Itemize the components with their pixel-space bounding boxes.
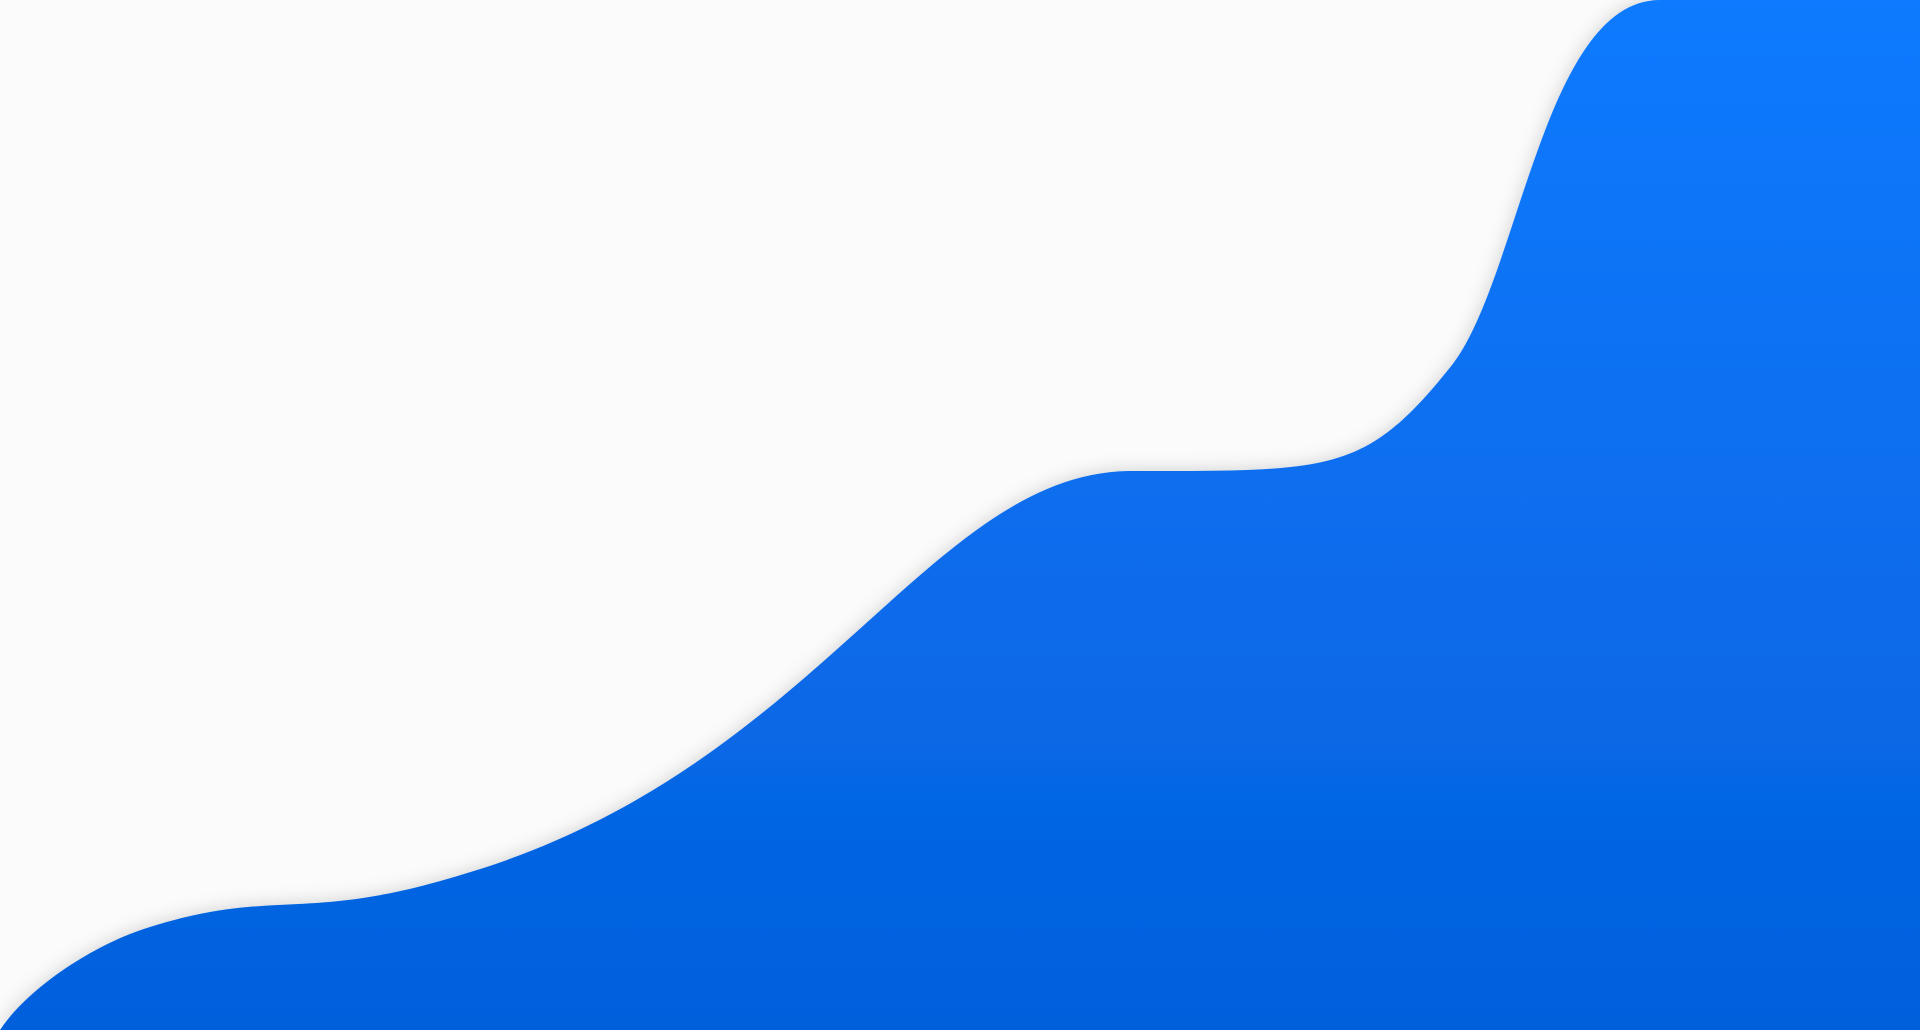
blue-wave-shape [0, 0, 1920, 1030]
landing-background [0, 0, 1920, 1030]
wave-fill [0, 0, 1920, 1030]
